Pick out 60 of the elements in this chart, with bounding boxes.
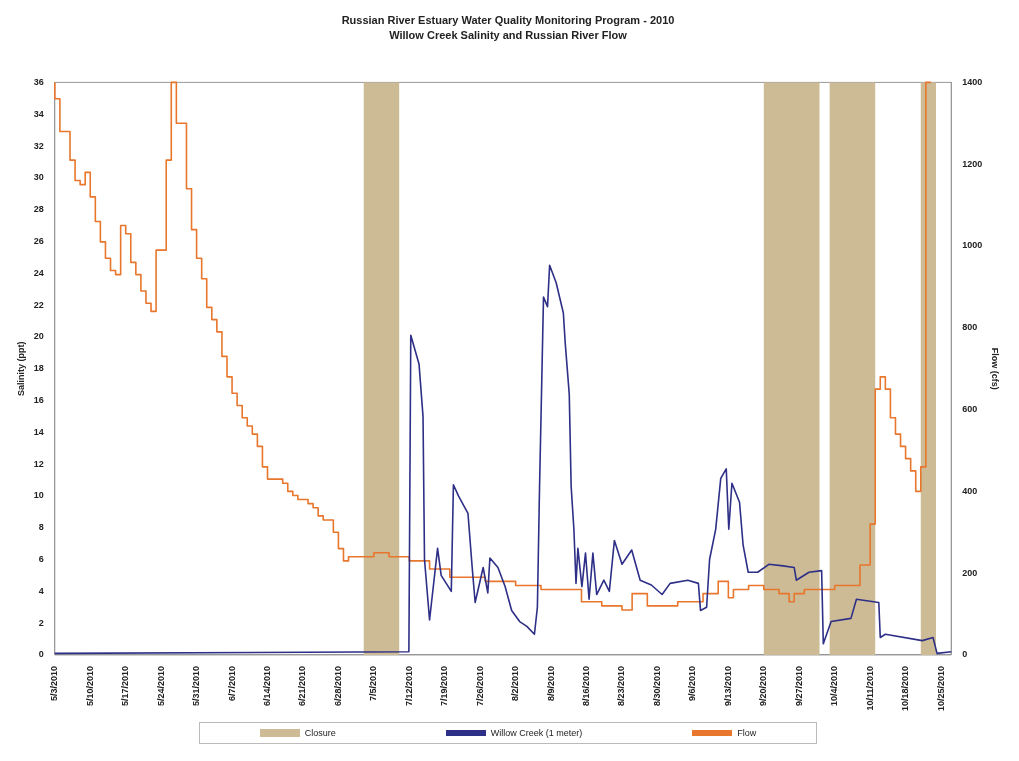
y2-tick-label: 1200 xyxy=(962,158,983,169)
y-tick-label: 8 xyxy=(38,522,44,533)
x-tick-label: 7/12/2010 xyxy=(403,665,414,706)
x-tick-label: 7/26/2010 xyxy=(474,665,485,706)
y-tick-label: 12 xyxy=(33,458,44,469)
y-tick-label: 36 xyxy=(33,76,44,87)
y-tick-label: 4 xyxy=(38,585,44,596)
x-tick-label: 7/5/2010 xyxy=(368,665,379,701)
x-tick-label: 10/18/2010 xyxy=(900,665,911,711)
x-tick-label: 6/21/2010 xyxy=(297,665,308,706)
y2-tick-label: 1400 xyxy=(962,76,983,87)
x-tick-label: 5/17/2010 xyxy=(120,665,131,706)
x-tick-label: 10/11/2010 xyxy=(864,665,875,711)
legend-label: Closure xyxy=(304,728,336,738)
y-tick-label: 16 xyxy=(33,394,44,405)
x-tick-label: 8/2/2010 xyxy=(510,665,521,701)
y2-axis-title: Flow (cfs) xyxy=(990,347,1001,390)
x-tick-label: 6/7/2010 xyxy=(226,665,237,701)
chart-title: Russian River Estuary Water Quality Monitoring Program - 2010 xyxy=(341,13,675,26)
y-tick-label: 14 xyxy=(33,426,44,437)
x-tick-label: 5/3/2010 xyxy=(49,665,60,701)
x-tick-label: 7/19/2010 xyxy=(439,665,450,706)
y-tick-label: 26 xyxy=(33,235,44,246)
x-tick-label: 10/25/2010 xyxy=(935,665,946,711)
y-tick-label: 24 xyxy=(33,267,44,278)
y-tick-label: 30 xyxy=(33,172,44,183)
x-tick-label: 6/28/2010 xyxy=(332,665,343,706)
x-tick-label: 10/4/2010 xyxy=(829,665,840,706)
x-tick-label: 5/31/2010 xyxy=(191,665,202,706)
x-tick-label: 8/16/2010 xyxy=(581,665,592,706)
x-tick-label: 8/9/2010 xyxy=(545,665,556,701)
x-tick-label: 9/20/2010 xyxy=(758,665,769,706)
x-tick-label: 6/14/2010 xyxy=(261,665,272,706)
y-tick-label: 18 xyxy=(33,363,44,374)
x-tick-label: 9/6/2010 xyxy=(687,665,698,701)
y-tick-label: 32 xyxy=(33,140,44,151)
y-axis-title: Salinity (ppt) xyxy=(15,341,26,396)
x-tick-label: 8/30/2010 xyxy=(651,665,662,706)
x-tick-label: 9/27/2010 xyxy=(793,665,804,706)
legend-label: Flow xyxy=(737,728,757,738)
y-tick-label: 20 xyxy=(33,331,44,342)
y-tick-label: 22 xyxy=(33,299,44,310)
chart-subtitle: Willow Creek Salinity and Russian River Flow xyxy=(389,28,628,41)
y-tick-label: 10 xyxy=(33,490,44,501)
y2-tick-label: 600 xyxy=(962,404,978,415)
y-tick-label: 2 xyxy=(38,617,44,628)
y2-tick-label: 1000 xyxy=(962,240,983,251)
x-tick-label: 9/13/2010 xyxy=(722,665,733,706)
y2-tick-label: 200 xyxy=(962,567,978,578)
x-tick-label: 5/24/2010 xyxy=(155,665,166,706)
y2-tick-label: 800 xyxy=(962,322,978,333)
y2-tick-label: 400 xyxy=(962,485,978,496)
y-tick-label: 34 xyxy=(33,108,44,119)
y-tick-label: 28 xyxy=(33,204,44,215)
x-tick-label: 5/10/2010 xyxy=(84,665,95,706)
y2-tick-label: 0 xyxy=(962,649,968,660)
legend-label: Willow Creek (1 meter) xyxy=(490,728,583,738)
x-tick-label: 8/23/2010 xyxy=(616,665,627,706)
y-tick-label: 0 xyxy=(38,649,44,660)
y-tick-label: 6 xyxy=(38,554,44,565)
